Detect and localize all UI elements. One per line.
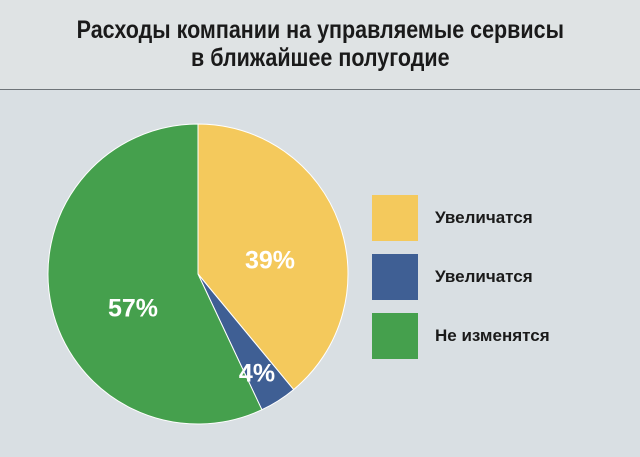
slice-label-1: 4% — [239, 360, 275, 388]
chart-title: Расходы компании на управляемые сервисы … — [0, 0, 640, 88]
legend-swatch-0 — [372, 195, 418, 241]
slice-label-2: 57% — [108, 295, 158, 323]
pie-chart: 39% 4% 57% — [47, 123, 349, 425]
title-divider — [0, 89, 640, 90]
legend-item-0: Увеличатся — [372, 195, 550, 241]
legend-label-0: Увеличатся — [435, 208, 533, 227]
legend: Увеличатся Увеличатся Не изменятся — [372, 195, 550, 372]
legend-swatch-1 — [372, 254, 418, 300]
legend-item-2: Не изменятся — [372, 313, 550, 359]
chart-title-line-2: в ближайшее полугодие — [190, 44, 450, 72]
legend-swatch-2 — [372, 313, 418, 359]
plot-area: 39% 4% 57% Увеличатся Увеличатся Не изменя… — [0, 90, 640, 457]
legend-label-2: Не изменятся — [435, 326, 550, 345]
pie-slice-2 — [47, 123, 263, 425]
chart-title-line-1: Расходы компании на управляемые сервисы — [76, 16, 564, 44]
legend-label-1: Увеличатся — [435, 267, 533, 286]
legend-item-1: Увеличатся — [372, 254, 550, 300]
pie-slice-0 — [197, 123, 349, 391]
slice-label-0: 39% — [245, 247, 295, 275]
